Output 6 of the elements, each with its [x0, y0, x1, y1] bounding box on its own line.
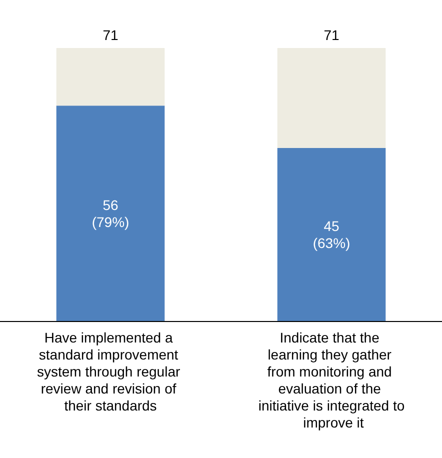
x-tick-label: Have implemented a standard improvement system through regular review and revision of their standards [36, 330, 184, 414]
total-label: 71 [102, 27, 118, 43]
data-label: 56 (79%) [92, 196, 130, 230]
x-tick-label: Indicate that the learning they gather from monitoring and evaluation of the initiative is integrated to improve it [258, 330, 405, 430]
total-label: 71 [324, 27, 340, 43]
data-label: 45 (63%) [312, 218, 350, 251]
